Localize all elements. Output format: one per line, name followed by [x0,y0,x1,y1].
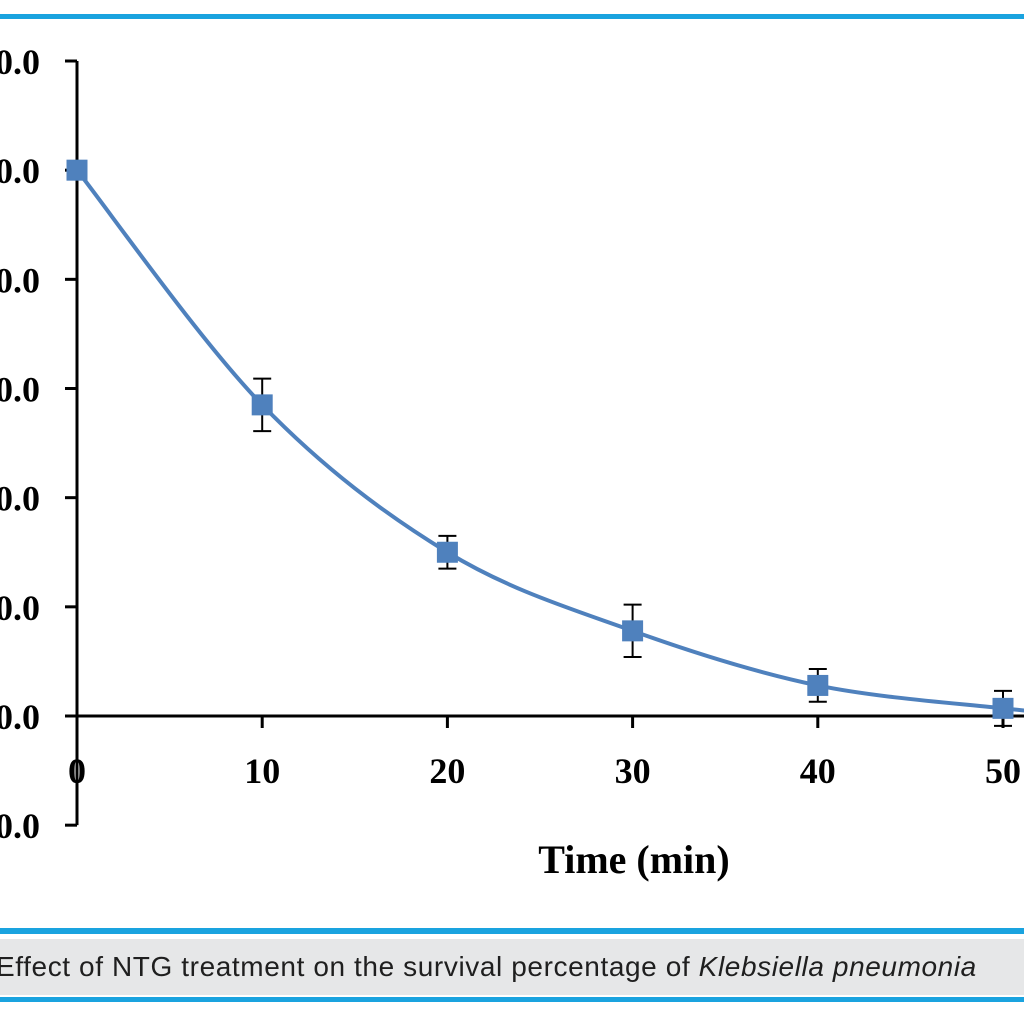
x-axis-title: Time (min) [538,837,729,882]
caption-top-rule [0,928,1024,934]
x-tick-label: 10 [244,751,280,791]
y-tick-label: 40.0 [0,260,40,300]
data-point-marker [622,620,644,642]
x-tick-label: 30 [615,751,651,791]
y-tick-label: 20.0 [0,479,40,519]
x-tick-label: 40 [800,751,836,791]
series-line [75,168,1024,713]
y-tick-label: 10.0 [0,588,40,628]
caption-bottom-rule [0,997,1024,1002]
caption-main-text: Effect of NTG treatment on the survival … [0,951,699,982]
axes [65,59,1024,827]
data-point-marker [992,697,1014,719]
data-point-marker [436,541,458,563]
y-tick-label: 0.0 [0,697,40,737]
y-tick-labels: -10.0 0.0 10.0 20.0 30.0 40.0 50.0 60.0 [0,42,40,846]
x-tick-label: 20 [429,751,465,791]
data-point-marker [66,159,88,181]
caption-species: Klebsiella pneumonia [698,951,977,982]
x-tick-label: 50 [985,751,1021,791]
figure-caption: Effect of NTG treatment on the survival … [0,939,1024,995]
chart-svg: -10.00.010.020.030.040.050.060.0 0102030… [0,42,1024,882]
survival-chart: -10.00.010.020.030.040.050.060.0 0102030… [0,42,1024,882]
y-tick-label: -10.0 [0,806,40,846]
data-point-marker [251,394,273,416]
series [66,159,1024,727]
top-rule [0,14,1024,19]
y-tick-label: 30.0 [0,370,40,410]
data-point-marker [807,674,829,696]
y-tick-label: 50.0 [0,151,40,191]
caption-text: Effect of NTG treatment on the survival … [0,951,977,983]
y-tick-label: 60.0 [0,42,40,82]
